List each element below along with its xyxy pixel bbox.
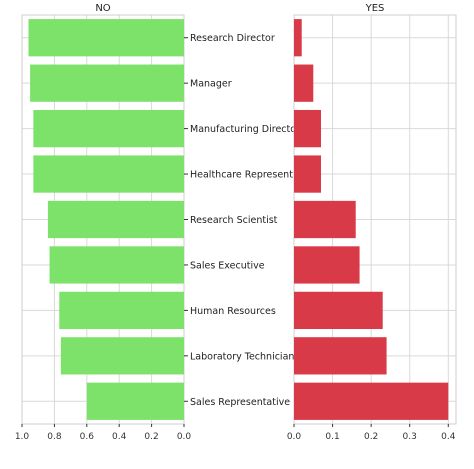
panel-title-no: NO bbox=[95, 3, 110, 14]
x-tick-label: 0.8 bbox=[47, 432, 62, 442]
bar-no-1 bbox=[30, 64, 184, 102]
x-tick-label: 0.2 bbox=[144, 432, 158, 442]
y-tick-label: Manager bbox=[190, 79, 232, 90]
bar-no-0 bbox=[28, 19, 185, 57]
bar-no-7 bbox=[60, 337, 184, 375]
bar-yes-3 bbox=[294, 155, 321, 193]
bar-yes-1 bbox=[294, 64, 314, 102]
bar-yes-7 bbox=[294, 337, 387, 375]
bar-no-2 bbox=[33, 109, 185, 148]
x-tick-label: 0.4 bbox=[112, 432, 127, 442]
x-tick-label: 0.0 bbox=[177, 432, 192, 442]
x-tick-label: 0.3 bbox=[403, 432, 417, 442]
bar-yes-6 bbox=[294, 291, 383, 330]
y-tick-label: Human Resources bbox=[190, 306, 276, 317]
y-tick-label: Manufacturing Director bbox=[190, 124, 300, 135]
bar-yes-2 bbox=[294, 109, 321, 148]
x-tick-label: 0.1 bbox=[325, 432, 339, 442]
bar-no-5 bbox=[49, 246, 184, 284]
x-tick-label: 1.0 bbox=[15, 432, 30, 442]
bar-yes-4 bbox=[294, 200, 356, 239]
x-tick-label: 0.6 bbox=[80, 432, 95, 442]
bar-yes-0 bbox=[294, 19, 302, 57]
bar-yes-8 bbox=[294, 382, 449, 420]
bar-yes-5 bbox=[294, 246, 360, 284]
bar-no-4 bbox=[47, 200, 184, 239]
y-tick-label: Research Director bbox=[190, 33, 275, 44]
x-tick-label: 0.4 bbox=[441, 432, 456, 442]
x-tick-label: 0.0 bbox=[287, 432, 302, 442]
bar-no-8 bbox=[86, 382, 184, 420]
y-tick-label: Research Scientist bbox=[190, 215, 278, 226]
bar-no-3 bbox=[33, 155, 185, 193]
bar-no-6 bbox=[59, 291, 185, 330]
y-tick-label: Sales Representative bbox=[190, 397, 290, 408]
x-tick-label: 0.2 bbox=[364, 432, 378, 442]
panel-title-yes: YES bbox=[365, 3, 385, 14]
y-tick-label: Laboratory Technician bbox=[190, 351, 294, 362]
y-tick-label: Healthcare Representative bbox=[190, 170, 317, 181]
y-tick-label: Sales Executive bbox=[190, 260, 265, 271]
